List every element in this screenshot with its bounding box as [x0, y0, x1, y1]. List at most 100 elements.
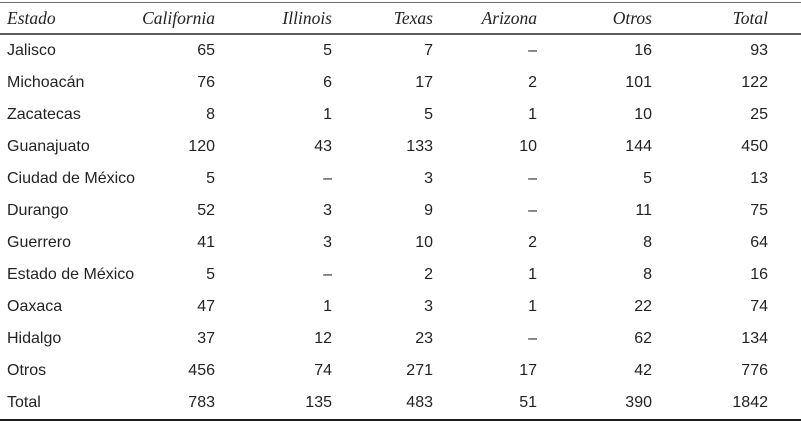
cell-value: 3: [323, 202, 332, 219]
cell-value: 25: [750, 106, 768, 123]
cell-value: 8: [643, 266, 652, 283]
cell-value: 64: [750, 234, 768, 251]
cell-value: 1: [323, 106, 332, 123]
cell-value: 13: [750, 170, 768, 187]
table-row: Guanajuato 120 43 133 10 144 450: [0, 131, 801, 163]
cell-value: 42: [634, 362, 652, 379]
cell-value: 5: [206, 170, 215, 187]
table-row: Michoacán 76 6 17 2 101 122: [0, 67, 801, 99]
header-cell-california: California: [120, 2, 215, 35]
cell-value: 16: [634, 42, 652, 59]
cell-value: 47: [197, 298, 215, 315]
cell-value: 75: [750, 202, 768, 219]
cell-value: 450: [741, 138, 768, 155]
cell-value: 2: [528, 74, 537, 91]
cell-value: 1: [528, 106, 537, 123]
cell-value: 65: [197, 42, 215, 59]
cell-value: –: [528, 330, 537, 347]
cell-value: 23: [415, 330, 433, 347]
header-cell-total: Total: [652, 2, 801, 35]
cell-value: –: [528, 170, 537, 187]
row-label: Durango: [7, 202, 69, 219]
table-row: Guerrero 41 3 10 2 8 64: [0, 227, 801, 259]
header-cell-estado: Estado: [0, 2, 120, 35]
cell-value: 8: [206, 106, 215, 123]
cell-value: 41: [197, 234, 215, 251]
table-row: Total 783 135 483 51 390 1842: [0, 387, 801, 420]
cell-value: 10: [519, 138, 537, 155]
cell-value: 135: [305, 394, 332, 411]
table-row: Ciudad de México 5 – 3 – 5 13: [0, 163, 801, 195]
table-header: Estado California Illinois Texas Arizona…: [0, 2, 801, 35]
row-label: Jalisco: [7, 42, 56, 59]
table-row: Oaxaca 47 1 3 1 22 74: [0, 291, 801, 323]
row-label: Estado de México: [7, 266, 135, 283]
cell-value: 776: [741, 362, 768, 379]
cell-value: 483: [406, 394, 433, 411]
cell-value: 8: [643, 234, 652, 251]
cell-value: 783: [188, 394, 215, 411]
cell-value: 2: [528, 234, 537, 251]
cell-value: 271: [406, 362, 433, 379]
cell-value: 1: [528, 266, 537, 283]
cell-value: –: [323, 170, 332, 187]
cell-value: 22: [634, 298, 652, 315]
cell-value: 9: [424, 202, 433, 219]
cell-value: 3: [323, 234, 332, 251]
cell-value: 5: [206, 266, 215, 283]
cell-value: 17: [519, 362, 537, 379]
cell-value: 62: [634, 330, 652, 347]
row-label: Guerrero: [7, 234, 72, 251]
row-label: Michoacán: [7, 74, 85, 91]
row-label: Ciudad de México: [7, 170, 136, 187]
cell-value: 5: [643, 170, 652, 187]
cell-value: –: [323, 266, 332, 283]
table-row: Estado de México 5 – 2 1 8 16: [0, 259, 801, 291]
cell-value: 144: [625, 138, 652, 155]
cell-value: 5: [424, 106, 433, 123]
cell-value: 101: [625, 74, 652, 91]
cell-value: 134: [741, 330, 768, 347]
cell-value: 2: [424, 266, 433, 283]
cell-value: 51: [519, 394, 537, 411]
table-body: Jalisco 65 5 7 – 16 93 Michoacán 76 6 17…: [0, 34, 801, 420]
cell-value: 1: [323, 298, 332, 315]
cell-value: –: [528, 42, 537, 59]
header-row: Estado California Illinois Texas Arizona…: [0, 2, 801, 35]
table-row: Hidalgo 37 12 23 – 62 134: [0, 323, 801, 355]
header-cell-illinois: Illinois: [215, 2, 332, 35]
cell-value: 52: [197, 202, 215, 219]
cell-value: 10: [415, 234, 433, 251]
cell-value: 390: [625, 394, 652, 411]
cell-value: 74: [750, 298, 768, 315]
table-row: Jalisco 65 5 7 – 16 93: [0, 34, 801, 67]
header-cell-otros: Otros: [537, 2, 652, 35]
cell-value: 7: [424, 42, 433, 59]
cell-value: 120: [188, 138, 215, 155]
cell-value: 37: [197, 330, 215, 347]
cell-value: 17: [415, 74, 433, 91]
cell-value: 3: [424, 298, 433, 315]
row-label: Hidalgo: [7, 330, 62, 347]
header-cell-texas: Texas: [332, 2, 433, 35]
cell-value: 3: [424, 170, 433, 187]
cell-value: 93: [750, 42, 768, 59]
table-row: Durango 52 3 9 – 11 75: [0, 195, 801, 227]
cell-value: 1: [528, 298, 537, 315]
table-row: Otros 456 74 271 17 42 776: [0, 355, 801, 387]
cell-value: –: [528, 202, 537, 219]
cell-value: 1842: [732, 394, 768, 411]
cell-value: 74: [314, 362, 332, 379]
cell-value: 11: [635, 202, 652, 219]
row-label: Zacatecas: [7, 106, 81, 123]
cell-value: 122: [741, 74, 768, 91]
row-label: Total: [7, 394, 41, 411]
cell-value: 10: [634, 106, 652, 123]
cell-value: 16: [750, 266, 768, 283]
cell-value: 133: [406, 138, 433, 155]
cell-value: 5: [323, 42, 332, 59]
row-label: Oaxaca: [7, 298, 63, 315]
cell-value: 12: [314, 330, 332, 347]
